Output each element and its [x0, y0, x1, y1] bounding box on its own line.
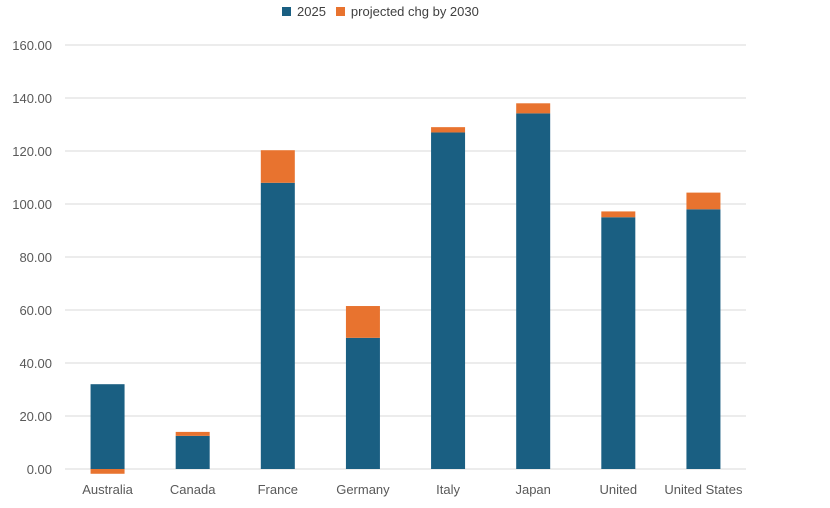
x-tick-label: France [258, 482, 298, 497]
bar-2025 [686, 209, 721, 470]
x-tick-label: Canada [170, 482, 216, 497]
bar-projected-change [260, 150, 295, 183]
y-tick-label: 0.00 [27, 462, 52, 477]
x-tick-label: Japan [515, 482, 550, 497]
legend-swatch-projected [335, 7, 345, 16]
y-tick-label: 60.00 [19, 303, 52, 318]
x-tick-label: Italy [436, 482, 460, 497]
y-tick-label: 80.00 [19, 250, 52, 265]
bar-2025 [516, 113, 551, 470]
chart-legend: 2025 projected chg by 2030 [282, 4, 479, 19]
bar-projected-change [90, 469, 125, 474]
bar-projected-change [431, 127, 466, 133]
y-tick-label: 120.00 [12, 144, 52, 159]
bar-projected-change [345, 306, 380, 338]
bar-projected-change [686, 192, 721, 210]
y-tick-label: 20.00 [19, 409, 52, 424]
legend-swatch-2025 [282, 7, 291, 16]
bar-2025 [260, 182, 295, 470]
x-tick-label: Germany [336, 482, 390, 497]
bar-2025 [431, 132, 466, 469]
y-tick-label: 160.00 [12, 38, 52, 53]
bar-2025 [175, 435, 210, 469]
y-tick-label: 100.00 [12, 197, 52, 212]
x-tick-label: United [600, 482, 638, 497]
bar-2025 [601, 217, 636, 469]
y-tick-label: 140.00 [12, 91, 52, 106]
y-tick-label: 40.00 [19, 356, 52, 371]
legend-label-2025: 2025 [297, 4, 326, 19]
bar-projected-change [175, 431, 210, 436]
bar-2025 [90, 384, 125, 469]
x-tick-label: United States [664, 482, 743, 497]
bar-projected-change [601, 211, 636, 218]
legend-item-2025: 2025 [282, 4, 326, 19]
legend-item-projected: projected chg by 2030 [335, 4, 479, 19]
legend-label-projected: projected chg by 2030 [350, 4, 479, 19]
x-tick-label: Australia [82, 482, 133, 497]
bar-projected-change [516, 103, 551, 114]
bar-2025 [345, 337, 380, 469]
